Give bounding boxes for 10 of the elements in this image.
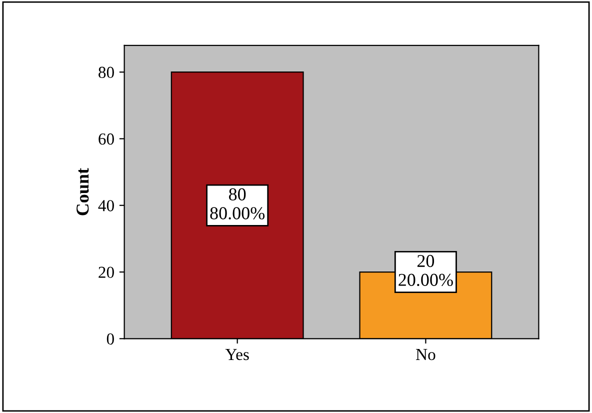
y-tick-label: 0 [106, 333, 114, 345]
y-tick-label: 40 [98, 200, 114, 212]
y-tick-label: 80 [98, 66, 114, 78]
y-tick-label: 20 [98, 266, 114, 278]
y-axis-title: Count [76, 168, 89, 216]
data-label: 80 80.00% [210, 188, 265, 220]
x-tick-label: Yes [225, 349, 249, 360]
y-tick-label: 60 [98, 133, 114, 145]
x-tick-label: No [416, 349, 436, 360]
data-label: 20 20.00% [398, 254, 453, 286]
